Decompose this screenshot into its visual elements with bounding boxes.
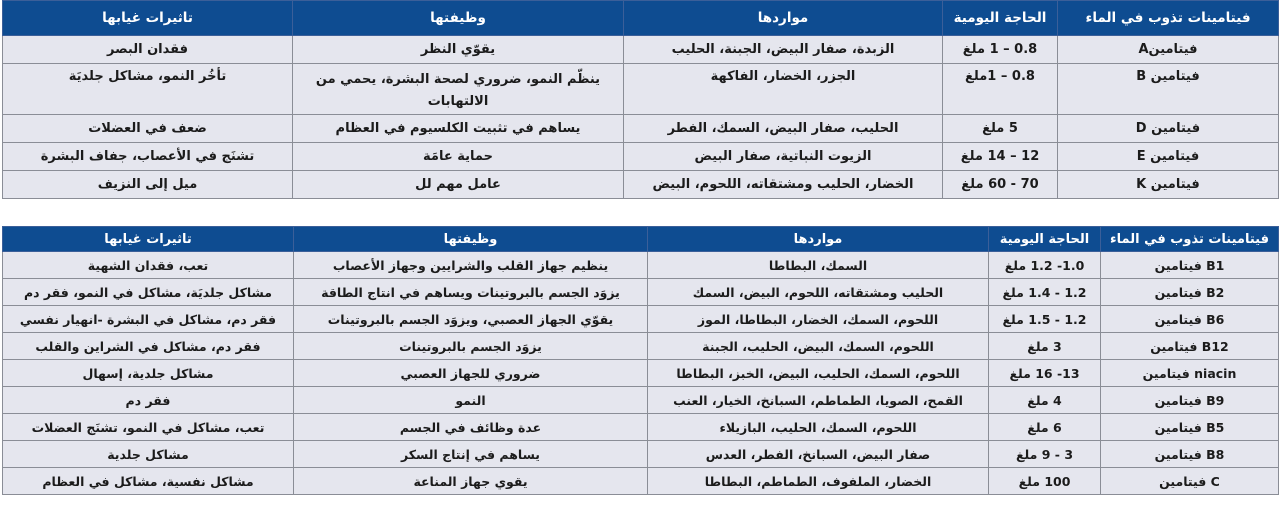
cell-deficiency-effects: مشاكل جلدية: [2, 440, 294, 468]
cell-sources: السمك، البطاطا: [647, 251, 989, 279]
cell-deficiency-effects: تشنَج في الأعصاب، جفاف البشرة: [2, 142, 293, 171]
header-daily-need: الحاجة اليومية: [988, 226, 1101, 252]
cell-vitamin-name: فيتامين K: [1057, 170, 1279, 199]
cell-sources: اللحوم، السمك، الحليب، البازيلاء: [647, 413, 989, 441]
cell-sources: صفار البيض، السبانخ، الفطر، العدس: [647, 440, 989, 468]
cell-function: يزوَد الجسم بالبروتينات ويساهم في انتاج …: [293, 278, 648, 306]
header-vitamin-name: فيتامينات تذوب في الماء: [1057, 0, 1279, 36]
cell-deficiency-effects: تأخُر النمو، مشاكل جلديَة: [2, 63, 293, 115]
table-row: B1 فيتامين 1.0- 1.2 ملغ السمك، البطاطا ينظي…: [2, 251, 1279, 279]
table-row: B5 فيتامين 6 ملغ اللحوم، السمك، الحليب، ال…: [2, 413, 1279, 441]
cell-vitamin-name: فيتامينA: [1057, 35, 1279, 64]
cell-vitamin-name: B9 فيتامين: [1100, 386, 1279, 414]
cell-function: عامل مهم لل: [292, 170, 624, 199]
cell-sources: اللحوم، السمك، الخضار، البطاطا، الموز: [647, 305, 989, 333]
table-row: فيتامين B 0.8 – 1ملغ الجزر، الخضار، الفاكه…: [2, 63, 1279, 115]
water-soluble-vitamins-table: فيتامينات تذوب في الماء الحاجة اليومية موا…: [2, 226, 1279, 495]
cell-deficiency-effects: فقر دم، مشاكل في الشراين والقلب: [2, 332, 294, 360]
cell-function: ينظيم جهاز القلب والشرايين وجهاز الأعصاب: [293, 251, 648, 279]
cell-deficiency-effects: ميل إلى النزيف: [2, 170, 293, 199]
cell-deficiency-effects: مشاكل نفسية، مشاكل في العظام: [2, 467, 294, 495]
cell-function: يقوي جهاز المناعة: [293, 467, 648, 495]
cell-deficiency-effects: فقر دم، مشاكل في البشرة -انهيار نفسي: [2, 305, 294, 333]
cell-daily-need: 13- 16 ملغ: [988, 359, 1101, 387]
cell-vitamin-name: B5 فيتامين: [1100, 413, 1279, 441]
table-row: niacin فيتامين 13- 16 ملغ اللحوم، السمك، ا…: [2, 359, 1279, 387]
cell-daily-need: 3 ملغ: [988, 332, 1101, 360]
cell-function: ضروري للجهاز العصبي: [293, 359, 648, 387]
cell-daily-need: 4 ملغ: [988, 386, 1101, 414]
table-row: فيتامين E 12 – 14 ملغ الزيوت النباتية، صفا…: [2, 142, 1279, 171]
table-row: B2 فيتامين 1.2 - 1.4 ملغ الحليب ومشتقاته، …: [2, 278, 1279, 306]
cell-daily-need: 1.2 - 1.5 ملغ: [988, 305, 1101, 333]
cell-function: يساهم في تثبيت الكلسيوم في العظام: [292, 114, 624, 143]
table-row: C فيتامين 100 ملغ الخضار، الملفوف، الطماطم…: [2, 467, 1279, 495]
cell-function: يساهم في إنتاج السكر: [293, 440, 648, 468]
header-sources: مواردها: [647, 226, 989, 252]
fat-soluble-vitamins-table: فيتامينات تذوب في الماء الحاجة اليومية موا…: [2, 0, 1279, 199]
table-row: B8 فيتامين 3 - 9 ملغ صفار البيض، السبانخ، …: [2, 440, 1279, 468]
cell-daily-need: 6 ملغ: [988, 413, 1101, 441]
cell-sources: الخضار، الحليب ومشتقاته، اللحوم، البيض: [623, 170, 943, 199]
cell-deficiency-effects: مشاكل جلدية، إسهال: [2, 359, 294, 387]
cell-vitamin-name: فيتامين D: [1057, 114, 1279, 143]
cell-daily-need: 0.8 – 1ملغ: [942, 63, 1058, 115]
cell-vitamin-name: B2 فيتامين: [1100, 278, 1279, 306]
cell-deficiency-effects: فقر دم: [2, 386, 294, 414]
table-row: B9 فيتامين 4 ملغ القمح، الصويا، الطماطم، ا…: [2, 386, 1279, 414]
table-row: B12 فيتامين 3 ملغ اللحوم، السمك، البيض، ال…: [2, 332, 1279, 360]
table-row: فيتامين K 70 - 60 ملغ الخضار، الحليب ومشتق…: [2, 170, 1279, 199]
cell-deficiency-effects: فقدان البصر: [2, 35, 293, 64]
cell-function: عدة وظائف في الجسم: [293, 413, 648, 441]
cell-function: النمو: [293, 386, 648, 414]
cell-function: يقوّي الجهاز العصبي، ويزوَد الجسم بالبرو…: [293, 305, 648, 333]
cell-function: يزوَد الجسم بالبروتينات: [293, 332, 648, 360]
cell-sources: اللحوم، السمك، البيض، الحليب، الجبنة: [647, 332, 989, 360]
cell-daily-need: 5 ملغ: [942, 114, 1058, 143]
cell-sources: الزبدة، صفار البيض، الجبنة، الحليب: [623, 35, 943, 64]
header-daily-need: الحاجة اليومية: [942, 0, 1058, 36]
cell-vitamin-name: B6 فيتامين: [1100, 305, 1279, 333]
header-deficiency-effects: تاثيرات غيابها: [2, 226, 294, 252]
header-sources: مواردها: [623, 0, 943, 36]
cell-vitamin-name: فيتامين E: [1057, 142, 1279, 171]
header-vitamin-name: فيتامينات تذوب في الماء: [1100, 226, 1279, 252]
cell-vitamin-name: niacin فيتامين: [1100, 359, 1279, 387]
table-row: B6 فيتامين 1.2 - 1.5 ملغ اللحوم، السمك، ال…: [2, 305, 1279, 333]
cell-vitamin-name: B1 فيتامين: [1100, 251, 1279, 279]
cell-daily-need: 0.8 – 1 ملغ: [942, 35, 1058, 64]
header-function: وظيفتها: [293, 226, 648, 252]
cell-vitamin-name: C فيتامين: [1100, 467, 1279, 495]
cell-daily-need: 12 – 14 ملغ: [942, 142, 1058, 171]
cell-vitamin-name: فيتامين B: [1057, 63, 1279, 115]
cell-sources: الخضار، الملفوف، الطماطم، البطاطا: [647, 467, 989, 495]
table-header-row: فيتامينات تذوب في الماء الحاجة اليومية موا…: [2, 0, 1279, 36]
cell-daily-need: 1.2 - 1.4 ملغ: [988, 278, 1101, 306]
header-function: وظيفتها: [292, 0, 624, 36]
cell-deficiency-effects: تعب، مشاكل في النمو، تشنَج العضلات: [2, 413, 294, 441]
header-deficiency-effects: تاثيرات غيابها: [2, 0, 293, 36]
cell-vitamin-name: B12 فيتامين: [1100, 332, 1279, 360]
cell-vitamin-name: B8 فيتامين: [1100, 440, 1279, 468]
cell-daily-need: 1.0- 1.2 ملغ: [988, 251, 1101, 279]
table-row: فيتامينA 0.8 – 1 ملغ الزبدة، صفار البيض، ا…: [2, 35, 1279, 64]
cell-sources: القمح، الصويا، الطماطم، السبانخ، الخيار،…: [647, 386, 989, 414]
cell-deficiency-effects: تعب، فقدان الشهية: [2, 251, 294, 279]
table-header-row: فيتامينات تذوب في الماء الحاجة اليومية موا…: [2, 226, 1279, 252]
cell-daily-need: 70 - 60 ملغ: [942, 170, 1058, 199]
cell-deficiency-effects: مشاكل جلديَة، مشاكل في النمو، فقر دم: [2, 278, 294, 306]
cell-daily-need: 3 - 9 ملغ: [988, 440, 1101, 468]
cell-daily-need: 100 ملغ: [988, 467, 1101, 495]
cell-sources: الزيوت النباتية، صفار البيض: [623, 142, 943, 171]
cell-function: يقوّي النظر: [292, 35, 624, 64]
cell-sources: الجزر، الخضار، الفاكهة: [623, 63, 943, 115]
cell-sources: الحليب ومشتقاته، اللحوم، البيض، السمك: [647, 278, 989, 306]
cell-deficiency-effects: ضعف في العضلات: [2, 114, 293, 143]
cell-sources: اللحوم، السمك، الحليب، البيض، الخبز، الب…: [647, 359, 989, 387]
cell-function: ينظّم النمو، ضروري لصحة البشرة، يحمي من …: [292, 63, 624, 115]
cell-sources: الحليب، صفار البيض، السمك، الفطر: [623, 114, 943, 143]
cell-function: حماية عامَة: [292, 142, 624, 171]
